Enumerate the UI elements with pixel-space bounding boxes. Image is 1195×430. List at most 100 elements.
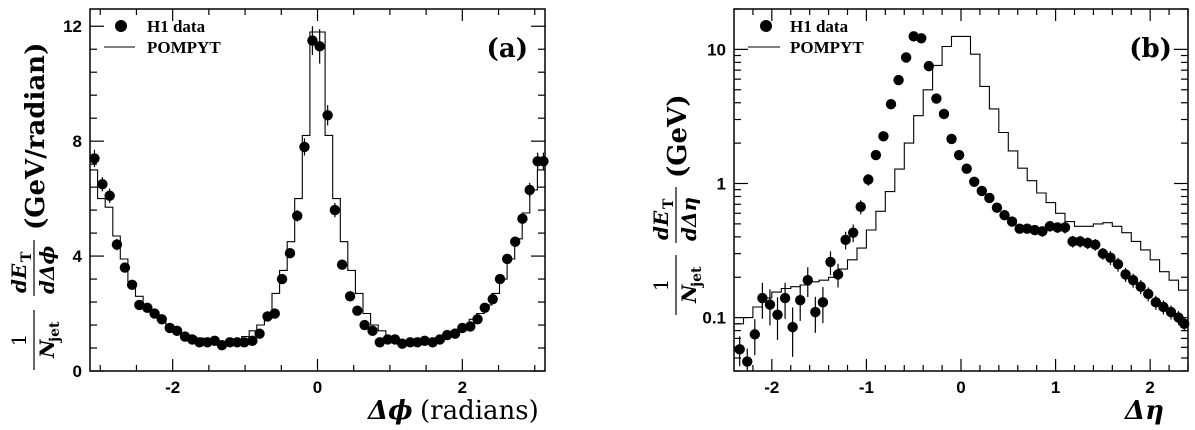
data-marker [870, 149, 882, 161]
data-marker [104, 190, 115, 201]
data-marker [991, 202, 1003, 213]
data-marker [840, 234, 851, 246]
data-marker [502, 253, 513, 265]
data-point [984, 192, 995, 204]
data-marker [802, 275, 813, 286]
data-point [1120, 267, 1131, 282]
panel-b-axis-ticks: -2 -1 0 1 2 0.1 1 10 [702, 8, 1189, 397]
data-point [893, 74, 904, 86]
data-point [314, 29, 325, 64]
y-numerator-sub: T [661, 198, 677, 209]
data-marker [1006, 216, 1018, 227]
data-point [509, 236, 521, 247]
panel-b-legend: H1 data POMPYT [748, 17, 864, 57]
data-point [734, 336, 745, 367]
panel-a-legend: H1 data POMPYT [104, 17, 221, 57]
data-point [449, 328, 461, 339]
data-marker [1135, 281, 1146, 292]
data-marker [1037, 226, 1048, 237]
data-point [749, 319, 761, 356]
data-point [757, 282, 768, 319]
data-marker [1158, 301, 1169, 313]
data-point [171, 325, 183, 336]
data-marker [224, 337, 236, 348]
data-marker [795, 294, 806, 306]
data-marker [494, 273, 506, 285]
data-point [825, 251, 836, 275]
data-point [344, 291, 356, 302]
data-point [224, 337, 236, 348]
data-marker [449, 328, 461, 339]
data-point [840, 231, 851, 250]
data-point [787, 307, 798, 357]
data-point [1006, 216, 1018, 227]
data-marker [855, 201, 866, 213]
data-marker [742, 356, 753, 367]
data-marker [976, 185, 988, 197]
data-marker [269, 308, 280, 319]
model-histogram [734, 35, 1188, 325]
x-tick-label: -2 [165, 378, 180, 397]
data-point [1090, 239, 1101, 251]
data-marker [111, 239, 123, 250]
y-axis-unit: (GeV) [663, 94, 693, 178]
data-marker [984, 192, 995, 204]
data-point [1052, 222, 1063, 233]
x-axis-unit: (radians) [420, 396, 539, 426]
data-point [1112, 257, 1124, 272]
panel-b: -2 -1 0 1 2 0.1 1 10 H1 data POMPYT (b) Δη 1 N … [649, 8, 1190, 426]
panel-a-x-axis-label: Δϕ (radians) [366, 396, 539, 426]
data-point [336, 259, 348, 270]
data-marker [999, 210, 1010, 221]
data-point [299, 138, 310, 156]
data-point [1135, 280, 1146, 295]
data-marker [292, 210, 303, 222]
data-marker [764, 299, 776, 310]
data-point [795, 284, 806, 321]
data-point [359, 319, 370, 331]
data-marker [352, 305, 363, 316]
data-marker [465, 321, 476, 332]
data-marker [1150, 297, 1162, 308]
data-marker [885, 99, 897, 110]
data-point [991, 202, 1003, 213]
data-point [231, 337, 243, 348]
data-point [156, 314, 168, 325]
data-marker [810, 306, 821, 318]
y-numerator: dE [649, 210, 673, 240]
y-tick-label: 8 [73, 132, 82, 151]
data-marker [772, 309, 783, 320]
data-point [863, 174, 874, 186]
data-marker [938, 108, 950, 120]
data-point [1150, 295, 1162, 310]
y-numerator-sub: T [19, 251, 35, 262]
data-point [931, 93, 942, 104]
data-point [900, 52, 912, 63]
data-point [367, 325, 378, 336]
data-point [923, 60, 935, 72]
data-marker [479, 302, 490, 313]
data-marker [923, 60, 935, 72]
data-marker [487, 293, 498, 305]
data-point [1014, 223, 1025, 234]
data-marker [847, 227, 859, 238]
data-point [1037, 226, 1048, 237]
data-point [254, 328, 265, 339]
data-point [538, 152, 549, 170]
data-point [953, 149, 965, 161]
data-marker [276, 273, 288, 285]
data-point [779, 282, 791, 319]
data-marker [931, 93, 942, 104]
panel-b-y-axis-label: 1 N jet dE T dΔη (GeV) [649, 94, 705, 315]
panel-a-plot-area [89, 26, 549, 351]
data-point [999, 210, 1010, 221]
data-point [517, 212, 528, 225]
data-point [479, 302, 490, 313]
x-tick-label: -2 [764, 378, 779, 397]
data-marker [817, 297, 829, 308]
data-point [216, 339, 228, 351]
legend-model-label: POMPYT [147, 38, 221, 57]
data-marker [397, 338, 408, 349]
data-marker [787, 321, 798, 333]
